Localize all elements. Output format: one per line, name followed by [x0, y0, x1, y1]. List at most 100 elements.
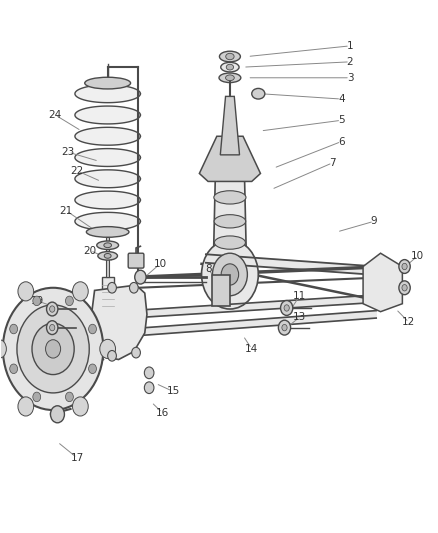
Circle shape — [282, 325, 287, 331]
Polygon shape — [363, 253, 403, 312]
Polygon shape — [213, 155, 247, 264]
Circle shape — [50, 406, 64, 423]
Polygon shape — [75, 170, 141, 188]
Polygon shape — [206, 254, 392, 276]
Text: 2: 2 — [346, 57, 353, 67]
Circle shape — [281, 301, 293, 316]
Polygon shape — [106, 237, 110, 277]
Text: 4: 4 — [338, 94, 345, 104]
Circle shape — [108, 351, 117, 361]
Circle shape — [132, 348, 141, 358]
Text: 23: 23 — [62, 147, 75, 157]
Text: 10: 10 — [153, 259, 166, 269]
Text: 6: 6 — [338, 136, 345, 147]
Ellipse shape — [104, 243, 112, 248]
Text: 15: 15 — [166, 386, 180, 397]
Circle shape — [18, 397, 34, 416]
Ellipse shape — [104, 254, 111, 259]
Ellipse shape — [221, 62, 239, 72]
FancyBboxPatch shape — [212, 275, 230, 305]
Circle shape — [399, 260, 410, 273]
Polygon shape — [75, 149, 141, 166]
Ellipse shape — [85, 77, 131, 89]
Text: 20: 20 — [84, 246, 97, 255]
Polygon shape — [75, 85, 141, 103]
Circle shape — [49, 306, 55, 312]
Text: 16: 16 — [155, 408, 169, 418]
Polygon shape — [88, 295, 381, 321]
Polygon shape — [102, 277, 114, 314]
Circle shape — [10, 364, 18, 374]
Polygon shape — [75, 191, 141, 209]
Circle shape — [402, 263, 407, 270]
Ellipse shape — [98, 252, 117, 260]
Ellipse shape — [252, 88, 265, 99]
Ellipse shape — [226, 53, 234, 60]
Polygon shape — [88, 311, 376, 340]
Circle shape — [399, 281, 410, 295]
Circle shape — [279, 320, 290, 335]
Text: 17: 17 — [71, 453, 84, 463]
FancyBboxPatch shape — [128, 253, 144, 268]
Text: 1: 1 — [346, 41, 353, 51]
Text: 13: 13 — [293, 312, 307, 322]
Circle shape — [33, 392, 41, 402]
Circle shape — [88, 364, 96, 374]
Text: 8: 8 — [205, 264, 212, 274]
Circle shape — [66, 392, 73, 402]
Circle shape — [18, 282, 34, 301]
Circle shape — [145, 382, 154, 393]
Circle shape — [46, 340, 60, 358]
Ellipse shape — [214, 191, 246, 204]
Circle shape — [32, 323, 74, 375]
Text: 9: 9 — [371, 216, 377, 227]
Ellipse shape — [219, 73, 241, 83]
Ellipse shape — [226, 75, 234, 80]
Circle shape — [130, 282, 138, 293]
Circle shape — [402, 285, 407, 291]
Ellipse shape — [214, 215, 246, 228]
Circle shape — [284, 305, 289, 311]
Text: 5: 5 — [338, 115, 345, 125]
Polygon shape — [75, 212, 141, 230]
Circle shape — [10, 324, 18, 334]
Circle shape — [17, 305, 89, 393]
Text: 11: 11 — [293, 290, 307, 301]
Circle shape — [221, 264, 239, 285]
Ellipse shape — [86, 227, 129, 237]
Circle shape — [212, 253, 247, 296]
Polygon shape — [75, 127, 141, 145]
Circle shape — [73, 397, 88, 416]
Circle shape — [88, 324, 96, 334]
Ellipse shape — [97, 241, 119, 249]
Circle shape — [100, 340, 116, 359]
Text: 7: 7 — [329, 158, 336, 168]
Text: 24: 24 — [49, 110, 62, 120]
Circle shape — [0, 340, 7, 359]
Polygon shape — [220, 96, 240, 155]
Text: 21: 21 — [60, 206, 73, 216]
Ellipse shape — [219, 51, 240, 62]
Ellipse shape — [214, 236, 245, 249]
Circle shape — [135, 270, 146, 284]
Polygon shape — [206, 254, 392, 276]
Circle shape — [66, 296, 73, 305]
Circle shape — [73, 282, 88, 301]
Circle shape — [46, 321, 58, 335]
Text: 18: 18 — [31, 320, 44, 330]
Polygon shape — [75, 106, 141, 124]
Circle shape — [3, 288, 103, 410]
Circle shape — [201, 240, 258, 309]
Circle shape — [46, 302, 58, 316]
Text: 14: 14 — [245, 344, 258, 354]
Text: 19: 19 — [31, 296, 44, 306]
Text: 10: 10 — [411, 251, 424, 261]
Circle shape — [145, 367, 154, 378]
Ellipse shape — [226, 64, 233, 70]
Circle shape — [49, 325, 55, 331]
Text: 12: 12 — [402, 317, 416, 327]
Circle shape — [108, 282, 117, 293]
Polygon shape — [90, 285, 147, 360]
Circle shape — [33, 296, 41, 305]
Polygon shape — [199, 136, 261, 181]
